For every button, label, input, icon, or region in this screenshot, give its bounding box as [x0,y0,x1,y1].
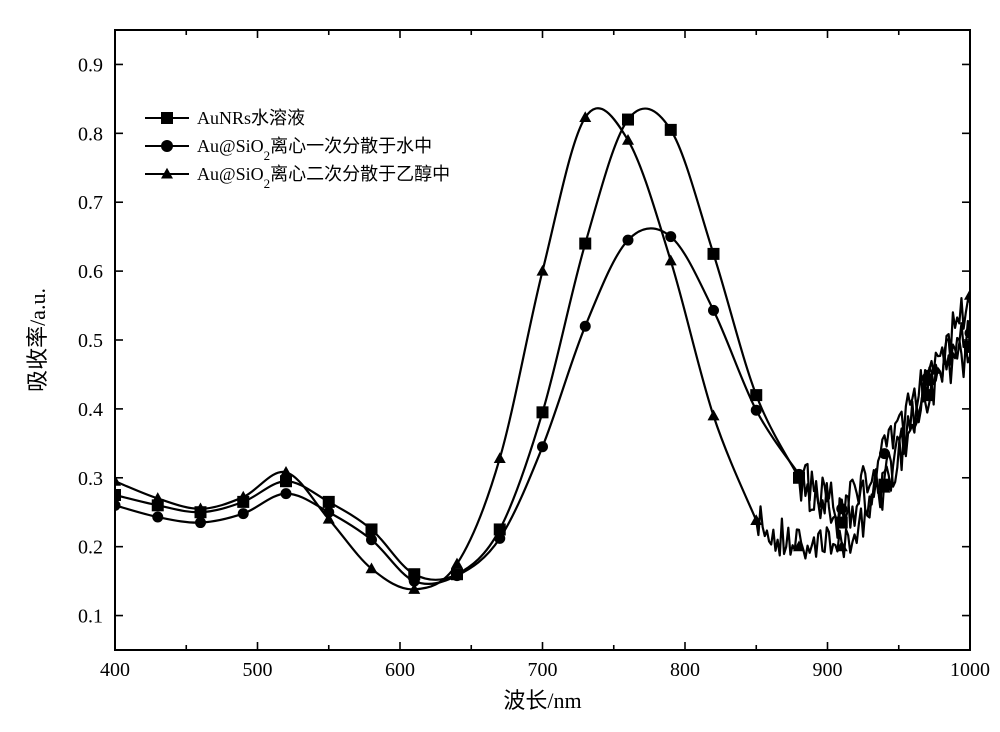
svg-text:0.3: 0.3 [78,468,103,490]
svg-text:0.7: 0.7 [78,192,103,214]
svg-text:吸收率/a.u.: 吸收率/a.u. [25,288,50,392]
svg-text:0.6: 0.6 [78,261,103,283]
svg-text:700: 700 [528,659,558,681]
svg-text:0.8: 0.8 [78,123,103,145]
svg-text:0.9: 0.9 [78,54,103,76]
svg-text:波长/nm: 波长/nm [503,688,581,713]
svg-text:AuNRs水溶液: AuNRs水溶液 [197,108,305,128]
svg-text:0.2: 0.2 [78,537,103,559]
svg-text:600: 600 [385,659,415,681]
svg-text:500: 500 [243,659,273,681]
svg-text:0.1: 0.1 [78,606,103,628]
svg-text:900: 900 [813,659,843,681]
spectrum-chart: 400 500 600 700 800 900 1000 波长/nm 0.1 0.2 0.3 0.4 0… [0,0,1000,732]
svg-text:400: 400 [100,659,130,681]
svg-text:0.4: 0.4 [78,399,103,421]
svg-text:0.5: 0.5 [78,330,103,352]
svg-text:1000: 1000 [950,659,990,681]
svg-text:800: 800 [670,659,700,681]
